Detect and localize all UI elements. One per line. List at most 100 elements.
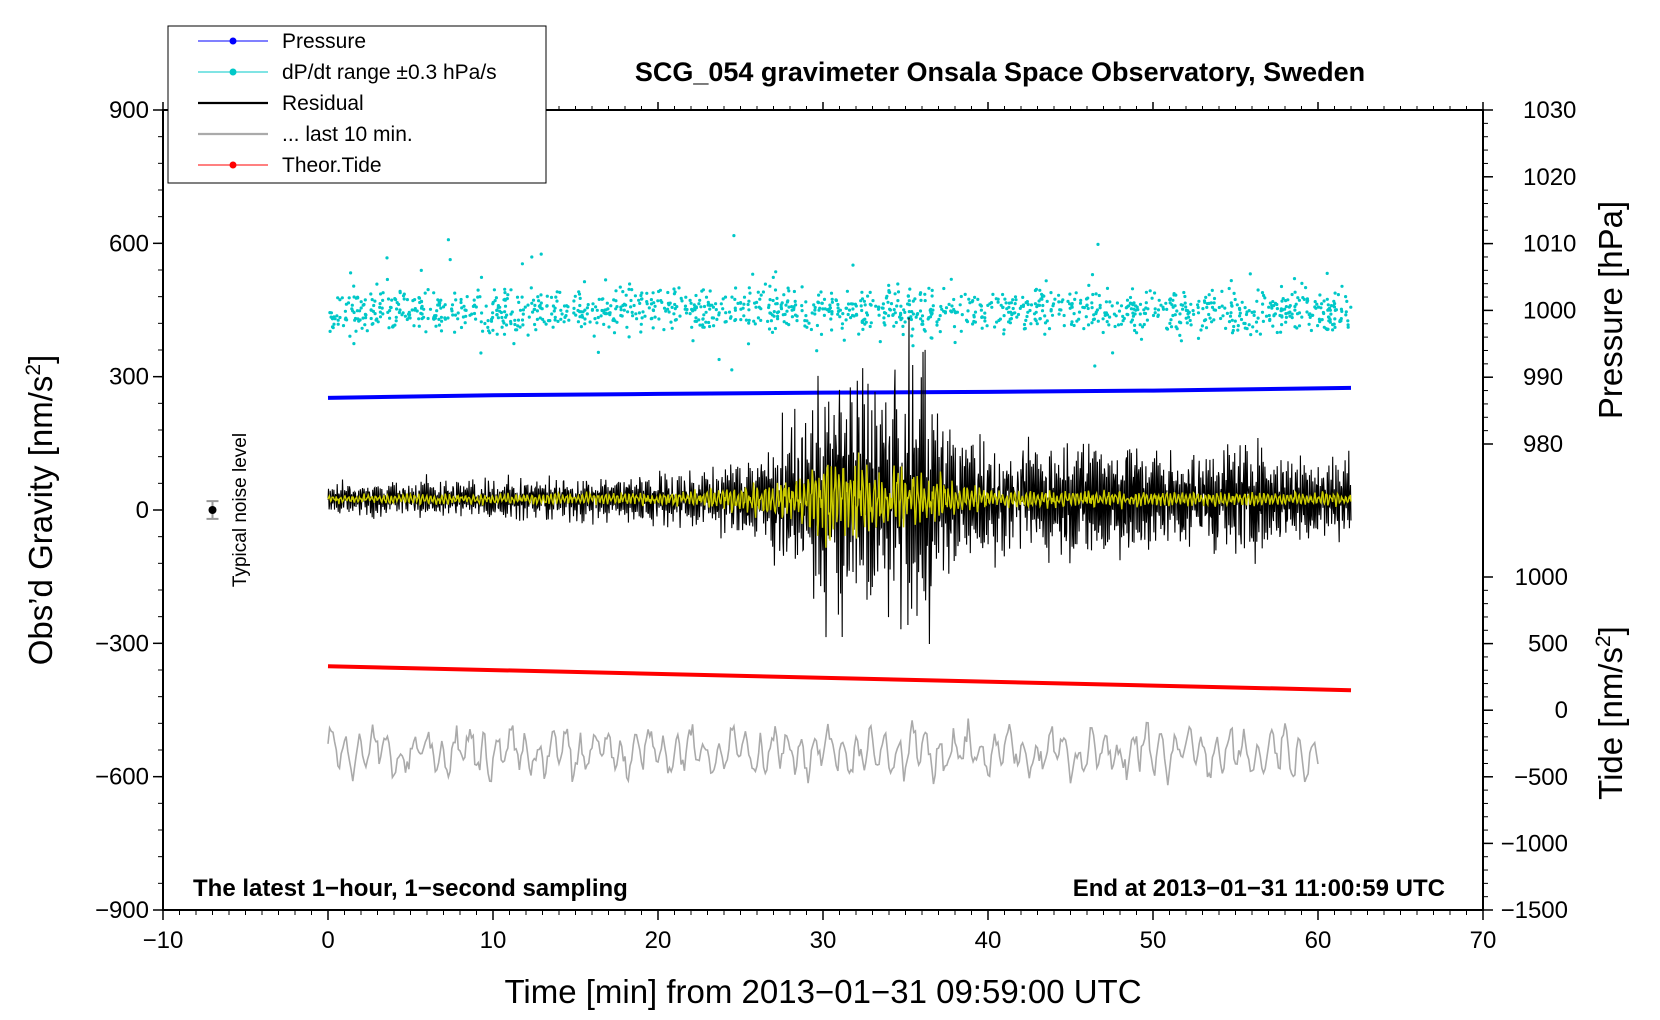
dpdt-point xyxy=(363,323,367,327)
dpdt-point xyxy=(441,305,446,309)
dpdt-point xyxy=(846,312,850,317)
dpdt-point xyxy=(804,314,808,318)
dpdt-point xyxy=(328,329,332,333)
dpdt-point xyxy=(1153,291,1157,295)
dpdt-point xyxy=(1293,290,1297,294)
dpdt-point xyxy=(882,316,886,320)
dpdt-point xyxy=(1196,303,1200,307)
dpdt-point xyxy=(1314,306,1318,310)
dpdt-point xyxy=(415,309,419,313)
dpdt-point xyxy=(428,307,433,311)
dpdt-point xyxy=(1233,319,1237,323)
dpdt-point xyxy=(1322,311,1326,316)
dpdt-point xyxy=(1081,305,1085,309)
dpdt-point xyxy=(386,297,391,301)
dpdt-point xyxy=(448,258,452,262)
noise-point xyxy=(208,506,217,514)
dpdt-point xyxy=(1091,292,1095,297)
dpdt-point xyxy=(417,324,421,328)
dpdt-point xyxy=(410,308,414,312)
y-axis-title-tide-sup: 2 xyxy=(1592,635,1615,647)
dpdt-point xyxy=(854,312,859,316)
dpdt-point xyxy=(906,302,910,306)
dpdt-point xyxy=(1049,308,1053,312)
dpdt-point xyxy=(585,312,589,316)
dpdt-point xyxy=(531,310,535,314)
dpdt-point xyxy=(747,308,751,312)
dpdt-point xyxy=(683,304,688,308)
dpdt-point xyxy=(1033,317,1037,321)
dpdt-point xyxy=(1053,297,1057,301)
dpdt-point xyxy=(830,297,834,301)
dpdt-point xyxy=(899,318,903,322)
dpdt-point xyxy=(596,350,601,354)
dpdt-point xyxy=(1096,242,1100,246)
legend-label: dP/dt range ±0.3 hPa/s xyxy=(282,61,497,84)
dpdt-point xyxy=(1042,294,1046,298)
dpdt-point xyxy=(493,299,497,303)
dpdt-point xyxy=(1105,320,1109,324)
dpdt-point xyxy=(1144,301,1148,305)
dpdt-point xyxy=(595,321,599,325)
dpdt-point xyxy=(869,321,873,325)
dpdt-point xyxy=(911,344,915,348)
x-tick-label: 50 xyxy=(1140,927,1167,954)
dpdt-point xyxy=(395,307,399,311)
dpdt-point xyxy=(884,296,889,300)
dpdt-point xyxy=(822,313,827,317)
dpdt-point xyxy=(604,308,608,312)
dpdt-point xyxy=(657,317,661,321)
dpdt-point xyxy=(881,306,885,310)
dpdt-point xyxy=(494,296,498,300)
dpdt-point xyxy=(721,307,725,311)
dpdt-point xyxy=(1181,307,1185,311)
dpdt-point xyxy=(495,308,499,312)
dpdt-point xyxy=(483,321,487,326)
dpdt-point xyxy=(364,313,368,317)
dpdt-point xyxy=(476,295,480,299)
dpdt-point xyxy=(1108,315,1112,319)
dpdt-point xyxy=(1146,307,1150,311)
dpdt-point xyxy=(1217,305,1221,310)
dpdt-point xyxy=(830,310,834,314)
dpdt-point xyxy=(851,263,855,267)
dpdt-point xyxy=(990,305,994,309)
dpdt-point xyxy=(1233,297,1237,302)
dpdt-point xyxy=(1212,301,1216,305)
dpdt-point xyxy=(1184,308,1188,312)
dpdt-point xyxy=(1333,291,1337,295)
dpdt-point xyxy=(973,310,978,314)
dpdt-point xyxy=(1041,303,1045,308)
dpdt-point xyxy=(491,328,495,332)
dpdt-point xyxy=(612,331,617,335)
dpdt-point xyxy=(757,305,761,309)
dpdt-point xyxy=(370,298,374,302)
dpdt-point xyxy=(496,316,500,320)
dpdt-point xyxy=(423,291,427,295)
dpdt-point xyxy=(841,312,845,316)
dpdt-point xyxy=(381,291,385,295)
dpdt-point xyxy=(336,322,340,326)
dpdt-point xyxy=(653,315,657,319)
dpdt-point xyxy=(666,290,670,295)
dpdt-point xyxy=(783,312,787,316)
dpdt-point xyxy=(768,284,772,288)
dpdt-point xyxy=(1092,313,1096,317)
dpdt-point xyxy=(1207,312,1211,317)
dpdt-point xyxy=(388,309,392,313)
series-pressure xyxy=(327,385,1352,400)
dpdt-point xyxy=(1034,310,1038,314)
y-axis-title-left: Obs’d Gravity [nm/s2] xyxy=(22,355,59,666)
dpdt-point xyxy=(1128,295,1133,300)
dpdt-point xyxy=(1267,313,1271,318)
dpdt-point xyxy=(1094,292,1098,296)
dpdt-point xyxy=(708,289,712,293)
dpdt-point xyxy=(398,289,402,293)
dpdt-point xyxy=(953,340,957,345)
dpdt-point xyxy=(1060,300,1064,304)
dpdt-point xyxy=(959,329,963,333)
dpdt-point xyxy=(907,310,911,314)
dpdt-point xyxy=(360,326,364,330)
dpdt-point xyxy=(995,320,999,324)
dpdt-point xyxy=(712,324,716,328)
